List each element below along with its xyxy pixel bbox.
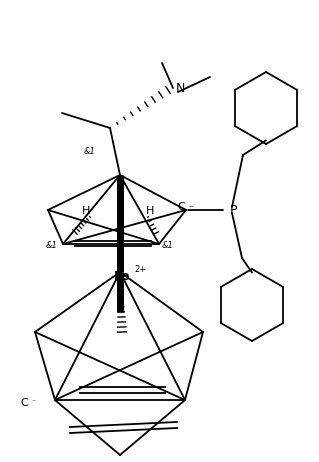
Text: &1: &1 [162,242,174,250]
Text: P: P [230,203,238,217]
Text: N: N [176,83,185,96]
Text: 2+: 2+ [134,266,146,274]
Text: ⁻: ⁻ [188,204,193,214]
Text: H: H [82,206,90,216]
Text: ⁻: ⁻ [31,397,35,407]
Text: C: C [20,398,28,408]
Text: Fe: Fe [114,269,130,282]
Text: C: C [177,202,185,212]
Text: &1: &1 [84,147,96,157]
Text: H: H [146,206,154,216]
Text: &1: &1 [46,242,58,250]
